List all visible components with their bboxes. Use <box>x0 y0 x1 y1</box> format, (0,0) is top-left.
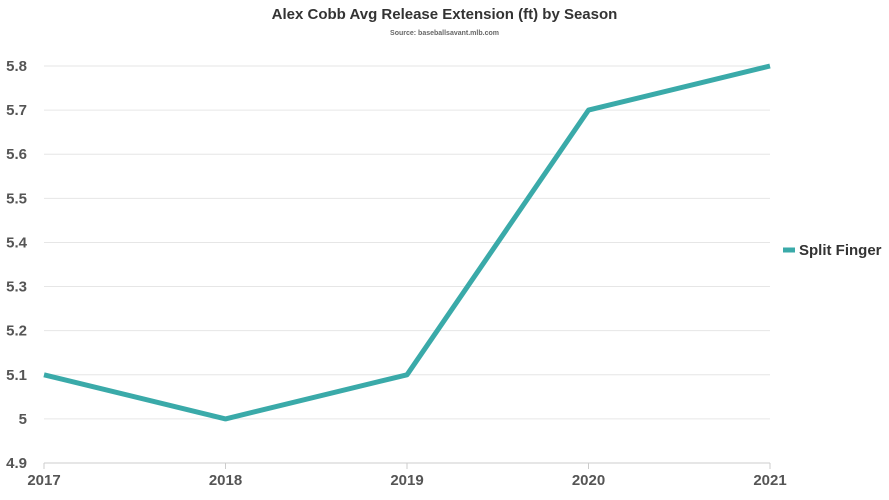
y-tick-label: 5.3 <box>6 279 27 296</box>
y-tick-label: 5.4 <box>6 234 28 251</box>
x-tick-label: 2021 <box>753 472 786 489</box>
y-tick-label: 5.1 <box>6 367 27 384</box>
y-tick-label: 5.2 <box>6 323 27 340</box>
y-tick-label: 5.8 <box>6 58 27 75</box>
x-tick-label: 2018 <box>209 472 242 489</box>
x-tick-label: 2019 <box>390 472 423 489</box>
y-tick-label: 5.7 <box>6 102 27 119</box>
y-tick-label: 5.6 <box>6 146 27 163</box>
y-tick-label: 5.5 <box>6 190 27 207</box>
chart-title: Alex Cobb Avg Release Extension (ft) by … <box>271 6 618 23</box>
y-tick-label: 4.9 <box>6 455 27 472</box>
x-tick-label: 2020 <box>572 472 605 489</box>
legend-label: Split Finger <box>799 242 882 259</box>
y-tick-label: 5 <box>19 411 27 428</box>
series-line <box>43 63 771 422</box>
x-tick-label: 2017 <box>27 472 60 489</box>
chart-subtitle: Source: baseballsavant.mlb.com <box>390 30 499 37</box>
